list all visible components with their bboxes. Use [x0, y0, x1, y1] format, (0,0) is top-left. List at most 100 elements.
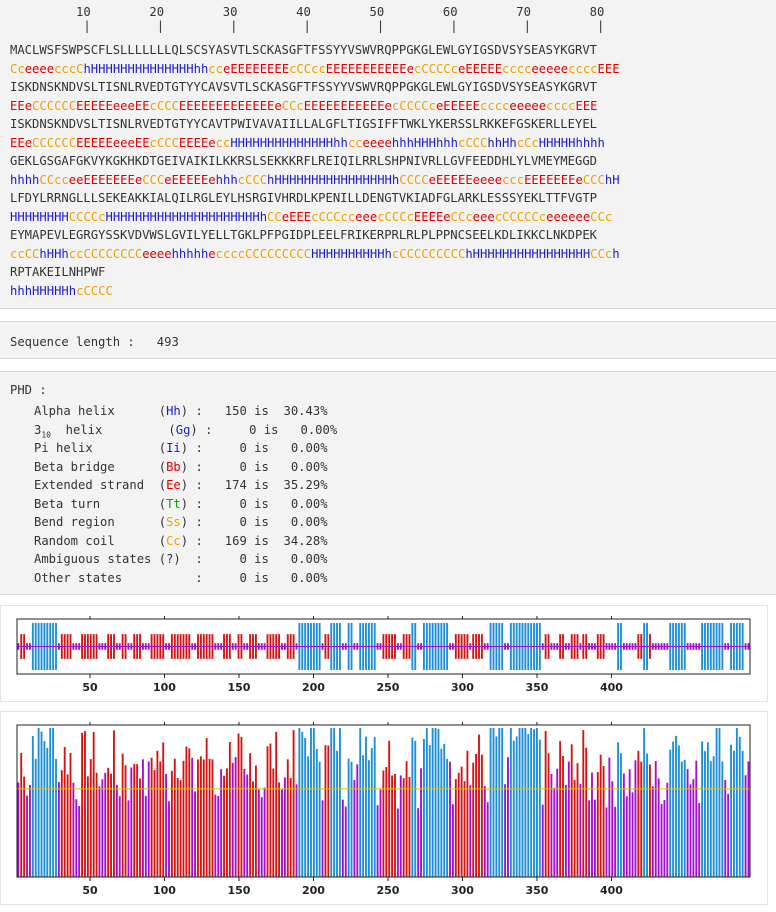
residue-bar: [153, 770, 156, 877]
phd-row-name: Alpha helix: [34, 404, 145, 418]
x-tick-label: 50: [82, 681, 98, 694]
residue-bar: [492, 728, 495, 877]
residue-bar: [43, 741, 46, 877]
residue-bar: [121, 753, 124, 877]
ss-track-svg: 50 100 150 200 250 300 350 400: [16, 616, 751, 694]
residue-bar: [165, 773, 168, 877]
residue-bar: [286, 759, 289, 877]
ss-prediction-line: CceeeecccChHHHHHHHHHHHHHHhhcceEEEEEEEEcC…: [10, 61, 620, 76]
residue-bar: [292, 730, 295, 877]
residue-bar: [628, 769, 631, 877]
residue-bar: [362, 755, 365, 877]
residue-bar: [666, 782, 669, 877]
residue-bar: [176, 777, 179, 877]
residue-bar: [466, 750, 469, 877]
residue-bar: [614, 806, 617, 877]
residue-bar: [202, 759, 205, 877]
residue-bar: [695, 760, 698, 877]
residue-bar: [315, 748, 318, 877]
residue-bar: [486, 802, 489, 877]
residue-bar: [518, 728, 521, 877]
residue-bar: [657, 778, 660, 877]
x-tick-label: 350: [525, 681, 548, 694]
x-tick-label: 200: [302, 884, 325, 897]
residue-bar: [170, 770, 173, 877]
x-tick-label: 150: [228, 884, 251, 897]
ruler-numbers: 10 20 30 40 50 60 70 80: [10, 5, 605, 19]
residue-bar: [733, 750, 735, 877]
residue-bar: [394, 774, 396, 877]
phd-row: Beta bridge (Bb) : 0 is 0.00%: [34, 459, 328, 474]
residue-bar: [556, 768, 559, 877]
residue-bar: [263, 787, 266, 877]
residue-bar: [312, 728, 315, 877]
residue-bar: [49, 728, 52, 877]
residue-bar: [379, 789, 382, 877]
residue-bar: [446, 758, 449, 877]
residue-bar: [417, 808, 420, 877]
residue-bar: [730, 744, 732, 877]
plot-frame: [16, 724, 751, 878]
residue-bar: [457, 772, 460, 877]
residue-bar: [324, 745, 327, 877]
residue-bar: [599, 754, 602, 877]
phd-row-code: Ss: [166, 515, 181, 529]
phd-row-code: Bb: [166, 459, 181, 474]
residue-bar: [463, 781, 466, 877]
residue-bar: [127, 800, 130, 877]
residue-bar: [254, 765, 257, 877]
residue-bar: [81, 732, 84, 877]
residue-bar: [220, 769, 223, 877]
residue-bar: [159, 761, 162, 877]
residue-bar: [582, 730, 585, 877]
residue-bar: [495, 736, 498, 877]
residue-bar: [509, 728, 512, 877]
residue-bar: [269, 743, 272, 877]
phd-row-name: Pi helix: [34, 441, 145, 455]
residue-bar: [211, 759, 214, 877]
residue-bar: [683, 759, 686, 877]
residue-bar: [234, 757, 237, 877]
phd-row-count: 0: [202, 459, 247, 474]
residue-bar: [544, 731, 547, 877]
phd-row: Alpha helix (Hh) : 150 is 30.43%: [34, 404, 328, 418]
phd-row: Bend region (Ss) : 0 is 0.00%: [34, 515, 328, 529]
residue-bar: [60, 770, 63, 877]
residue-bar: [252, 781, 254, 877]
x-tick-label: 100: [153, 884, 176, 897]
residue-bar: [350, 761, 353, 877]
residue-bar: [84, 731, 86, 877]
residue-bar: [237, 733, 240, 877]
residue-bar: [228, 741, 231, 877]
residue-bar: [66, 774, 69, 877]
residue-bar: [622, 773, 625, 877]
residue-bar: [570, 744, 573, 877]
residue-bar: [541, 804, 544, 877]
residue-bar: [338, 728, 341, 877]
residue-bar: [654, 761, 657, 877]
residue-bar: [31, 736, 34, 877]
residue-bar: [576, 763, 579, 877]
ss-prediction-line: EEeCCCCCCEEEEEeeeEEcCCCEEEEeccHHHHHHHHHH…: [10, 135, 605, 150]
phd-row-percent: 0.00%: [285, 422, 338, 437]
residue-bar: [712, 756, 715, 877]
residue-bar: [69, 752, 72, 877]
residue-bar: [98, 786, 101, 877]
residue-bar: [124, 765, 127, 877]
phd-row-ambiguous: Ambiguous states (?) : 0 is 0.00%: [34, 552, 328, 566]
phd-row: Extended strand (Ee) : 174 is 35.29%: [34, 478, 328, 492]
residue-bar: [425, 728, 428, 877]
residue-bar: [107, 767, 110, 877]
phd-row-percent: 35.29%: [276, 478, 328, 492]
residue-bar: [405, 761, 408, 877]
x-tick-label: 300: [451, 681, 474, 694]
phd-row-count: 0: [212, 422, 257, 437]
residue-bar: [593, 799, 596, 877]
residue-bar: [75, 799, 78, 877]
residue-bar: [139, 778, 141, 877]
residue-bar: [199, 756, 202, 877]
phd-row-percent: 0.00%: [276, 459, 328, 474]
residue-bar: [388, 740, 391, 877]
residue-bar: [617, 742, 620, 877]
residue-bar: [295, 784, 298, 877]
